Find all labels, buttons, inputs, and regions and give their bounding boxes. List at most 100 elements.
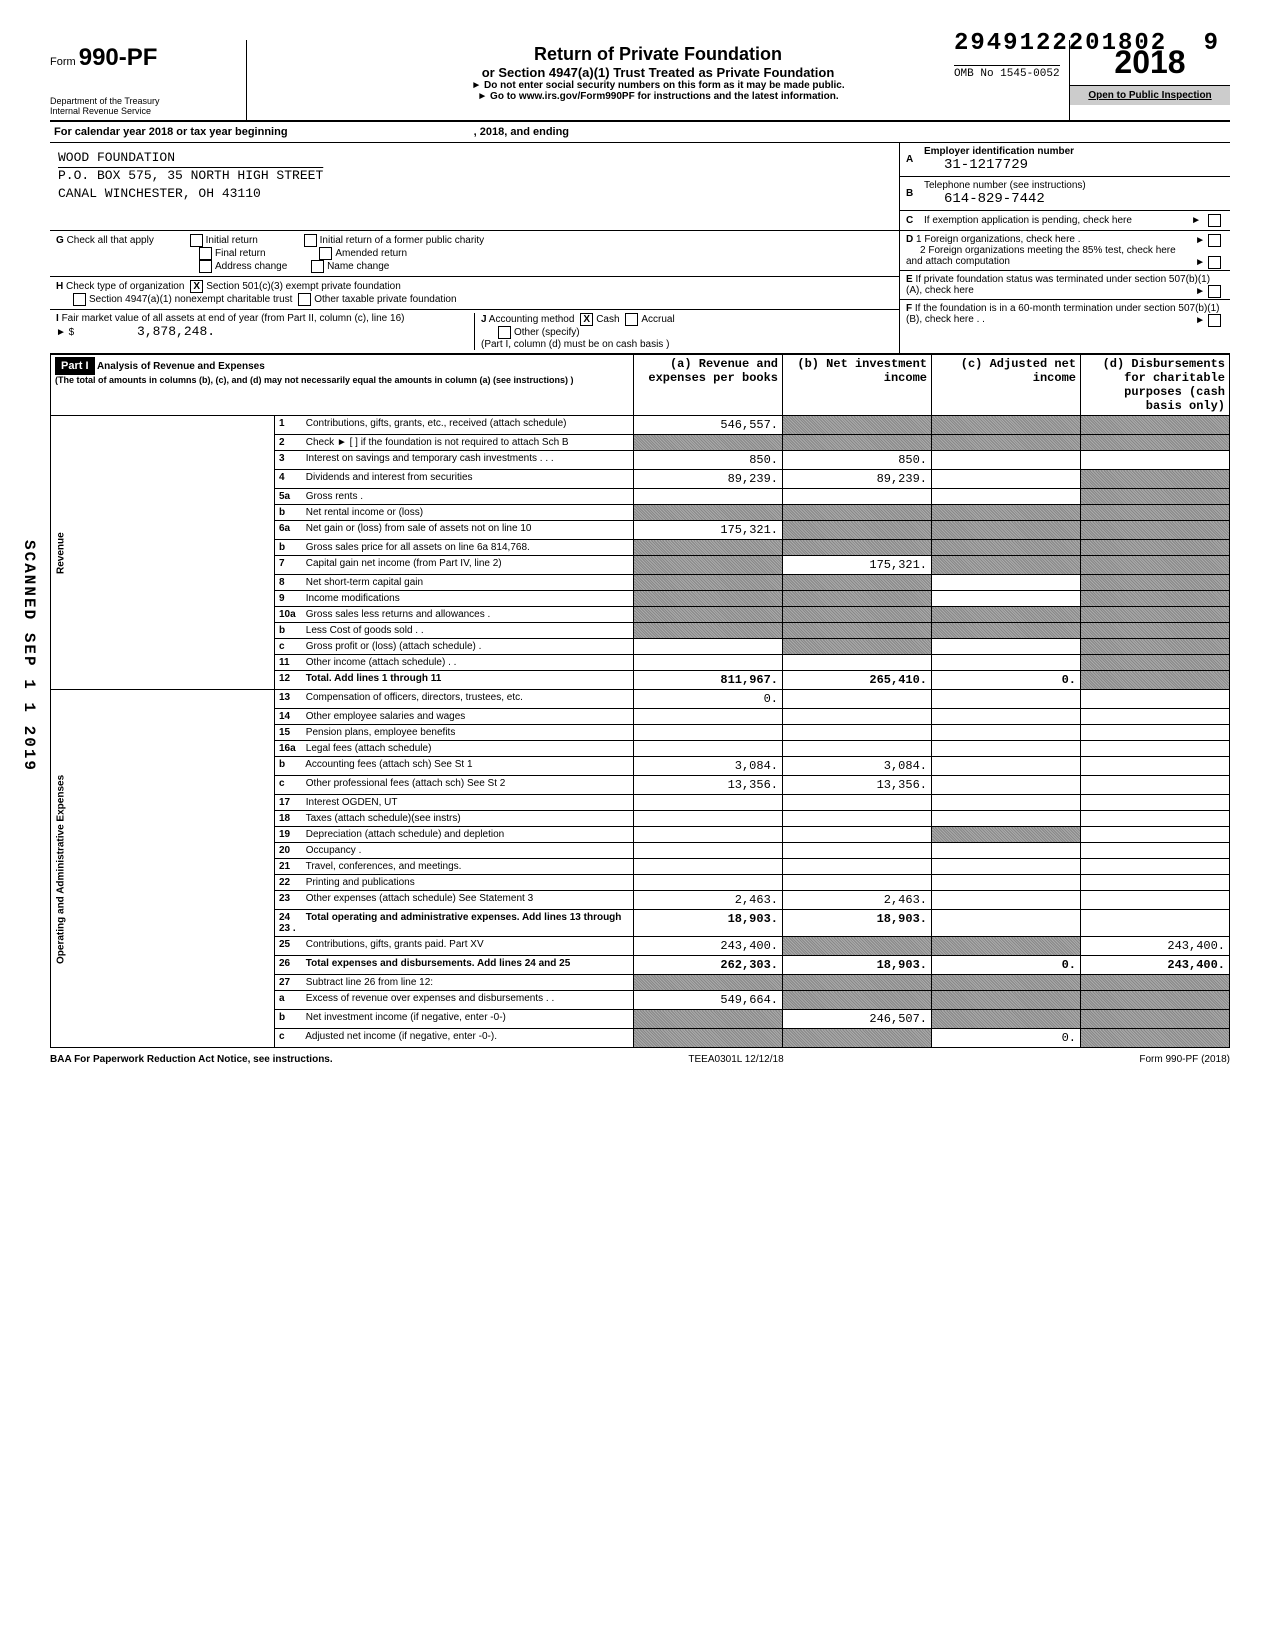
j-label: J: [481, 314, 487, 325]
cell-d: [1081, 827, 1230, 843]
cell-c: [932, 991, 1081, 1010]
cell-b: [783, 521, 932, 540]
cell-c: [932, 505, 1081, 521]
cell-d: [1081, 435, 1230, 451]
cell-a: [634, 623, 783, 639]
row-description: b Less Cost of goods sold . .: [275, 623, 634, 639]
omb-number: OMB No 1545-0052: [954, 65, 1060, 80]
row-description: 11 Other income (attach schedule) . .: [275, 655, 634, 671]
check-initial[interactable]: [190, 234, 203, 247]
cell-b: [783, 827, 932, 843]
d1-checkbox[interactable]: [1208, 234, 1221, 247]
box-c-text: If exemption application is pending, che…: [924, 215, 1132, 226]
row-description: 12 Total. Add lines 1 through 11: [275, 671, 634, 690]
table-row: Operating and Administrative Expenses13 …: [51, 690, 1230, 709]
cell-b: [783, 607, 932, 623]
cell-a: 175,321.: [634, 521, 783, 540]
row-description: 24 Total operating and administrative ex…: [275, 910, 634, 937]
cell-a: 13,356.: [634, 776, 783, 795]
f-checkbox[interactable]: [1208, 314, 1221, 327]
cell-a: 3,084.: [634, 757, 783, 776]
cell-a: [634, 795, 783, 811]
dln-number: 2949122201802: [954, 30, 1167, 57]
check-501c3[interactable]: [190, 280, 203, 293]
website-note: ► Go to www.irs.gov/Form990PF for instru…: [255, 91, 1061, 102]
d2-checkbox[interactable]: [1208, 256, 1221, 269]
cell-a: [634, 843, 783, 859]
cell-a: [634, 725, 783, 741]
cell-c: 0.: [932, 671, 1081, 690]
expenses-section-label: Operating and Administrative Expenses: [51, 690, 275, 1048]
dept-block: Department of the Treasury Internal Reve…: [50, 96, 240, 116]
scanned-stamp: SCANNED SEP 1 1 2019: [20, 540, 38, 772]
check-amended[interactable]: [319, 247, 332, 260]
check-name[interactable]: [311, 260, 324, 273]
row-description: b Net rental income or (loss): [275, 505, 634, 521]
check-address[interactable]: [199, 260, 212, 273]
cell-c: [932, 623, 1081, 639]
row-description: 27 Subtract line 26 from line 12:: [275, 975, 634, 991]
irs-label: Internal Revenue Service: [50, 106, 240, 116]
row-description: 6a Net gain or (loss) from sale of asset…: [275, 521, 634, 540]
box-c-label: C: [906, 215, 920, 226]
box-c-checkbox[interactable]: [1208, 214, 1221, 227]
cell-b: 89,239.: [783, 470, 932, 489]
cell-c: [932, 859, 1081, 875]
cell-d: [1081, 690, 1230, 709]
calendar-mid: , 2018, and ending: [474, 126, 569, 138]
cell-b: [783, 875, 932, 891]
part1-table: Part I Analysis of Revenue and Expenses …: [50, 354, 1230, 1048]
cell-b: [783, 575, 932, 591]
cell-d: [1081, 741, 1230, 757]
opt-other-method: Other (specify): [514, 327, 580, 338]
cell-a: [634, 709, 783, 725]
cell-c: [932, 591, 1081, 607]
revenue-section-label: Revenue: [51, 416, 275, 690]
check-initial-former[interactable]: [304, 234, 317, 247]
cell-d: [1081, 709, 1230, 725]
e-checkbox[interactable]: [1208, 285, 1221, 298]
g-label: G: [56, 235, 64, 246]
security-note: ► Do not enter social security numbers o…: [255, 80, 1061, 91]
cell-d: [1081, 725, 1230, 741]
check-other-method[interactable]: [498, 326, 511, 339]
check-cash[interactable]: [580, 313, 593, 326]
check-accrual[interactable]: [625, 313, 638, 326]
col-d-header: (d) Disbursements for charitable purpose…: [1081, 355, 1230, 416]
opt-accrual: Accrual: [641, 314, 674, 325]
cell-c: [932, 470, 1081, 489]
row-description: 15 Pension plans, employee benefits: [275, 725, 634, 741]
cell-b: 2,463.: [783, 891, 932, 910]
cell-b: 265,410.: [783, 671, 932, 690]
cell-d: [1081, 607, 1230, 623]
row-description: c Other professional fees (attach sch) S…: [275, 776, 634, 795]
cell-c: [932, 937, 1081, 956]
org-addr1: P.O. BOX 575, 35 NORTH HIGH STREET: [58, 167, 891, 185]
cell-a: [634, 811, 783, 827]
cell-b: 850.: [783, 451, 932, 470]
cell-d: [1081, 591, 1230, 607]
box-a-label: A: [906, 154, 920, 165]
i-value: 3,878,248.: [137, 324, 215, 339]
cell-a: 549,664.: [634, 991, 783, 1010]
check-4947[interactable]: [73, 293, 86, 306]
dln-suffix: 9: [1204, 30, 1220, 57]
phone-value: 614-829-7442: [944, 191, 1086, 207]
j-note: (Part I, column (d) must be on cash basi…: [481, 339, 669, 350]
cell-d: [1081, 1029, 1230, 1048]
check-final[interactable]: [199, 247, 212, 260]
cell-a: [634, 875, 783, 891]
i-arrow: ► $: [56, 327, 74, 338]
cell-c: [932, 556, 1081, 575]
cell-a: 850.: [634, 451, 783, 470]
phone-label: Telephone number (see instructions): [924, 180, 1086, 191]
cell-a: [634, 741, 783, 757]
cell-d: [1081, 451, 1230, 470]
dln: 2949122201802 9 OMB No 1545-0052: [954, 30, 1220, 84]
d-label: D: [906, 234, 913, 245]
check-other-tax[interactable]: [298, 293, 311, 306]
h-text: Check type of organization: [66, 281, 184, 292]
col-c-header: (c) Adjusted net income: [932, 355, 1081, 416]
cell-d: [1081, 655, 1230, 671]
org-name: WOOD FOUNDATION: [58, 149, 891, 167]
